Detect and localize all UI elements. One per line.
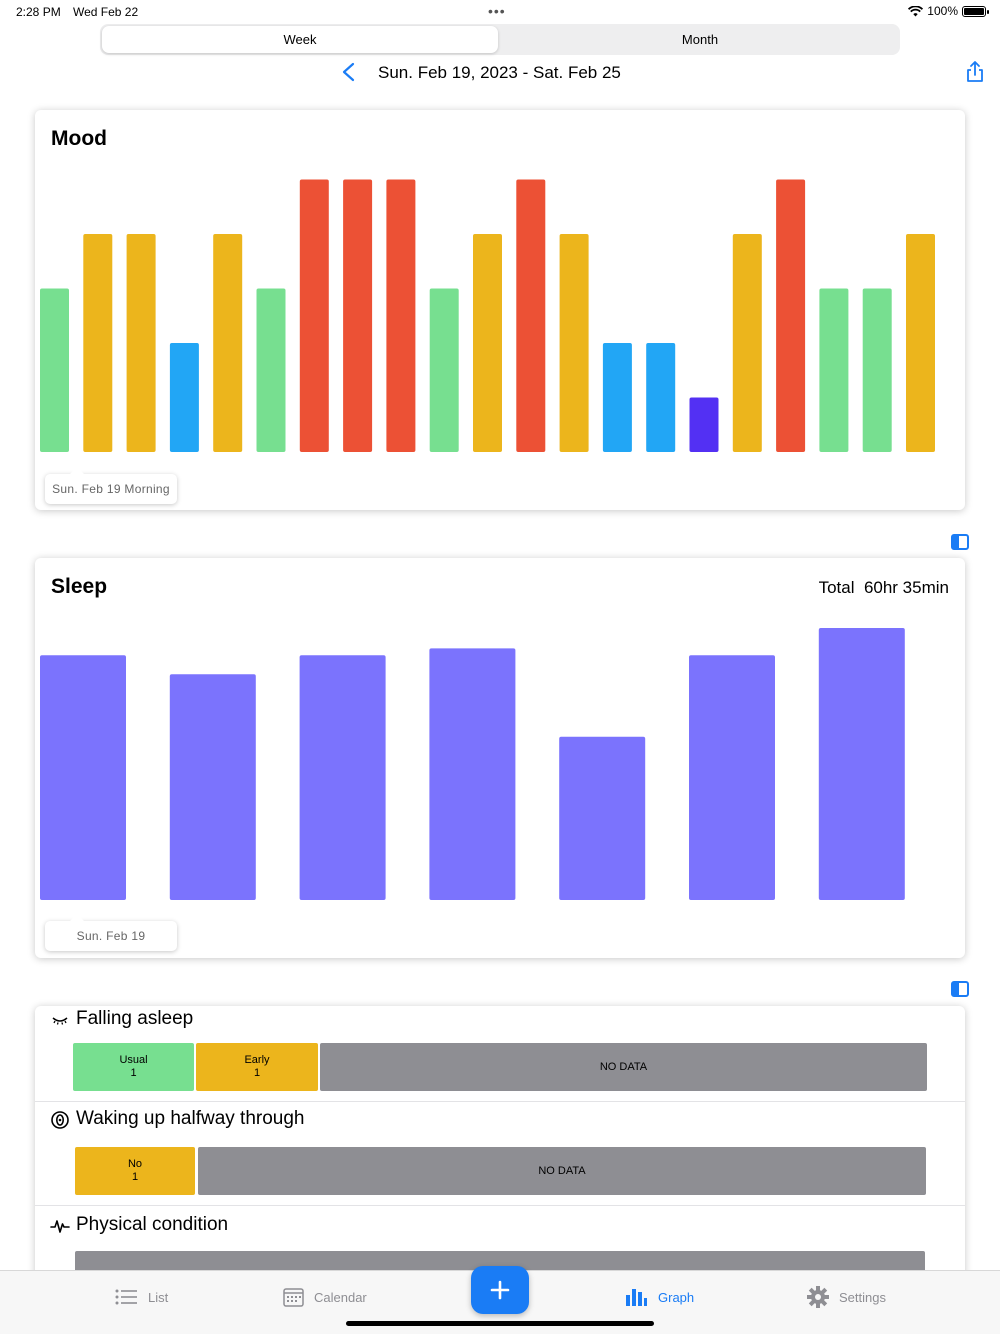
sleep-bar[interactable] — [299, 655, 386, 900]
waking-up-no-segment[interactable]: No 1 — [75, 1147, 195, 1195]
mood-bar[interactable] — [429, 288, 459, 453]
add-entry-button[interactable] — [471, 1266, 529, 1314]
plus-icon — [490, 1280, 510, 1300]
status-bar: 2:28 PM Wed Feb 22 ••• 100% — [0, 0, 1000, 24]
mood-bar[interactable] — [906, 234, 935, 452]
segment-label: NO DATA — [599, 1060, 648, 1073]
sleep-bar[interactable] — [429, 648, 516, 900]
list-icon — [115, 1289, 137, 1305]
tab-settings[interactable]: Settings — [807, 1285, 886, 1309]
tab-list[interactable]: List — [115, 1285, 168, 1309]
sleep-card: Sleep Total 60hr 35min Sun. Feb 19 — [35, 558, 965, 958]
sleep-bar[interactable] — [689, 655, 775, 900]
mood-bar[interactable] — [819, 288, 849, 453]
mood-bar[interactable] — [299, 179, 329, 453]
mood-bar[interactable] — [83, 234, 113, 452]
sleep-bar[interactable] — [818, 628, 905, 900]
sidebar-toggle-icon[interactable] — [951, 981, 969, 997]
mood-bar[interactable] — [473, 234, 502, 452]
waking-up-section: Waking up halfway through No 1 NO DATA — [35, 1102, 965, 1205]
falling-asleep-title: Falling asleep — [76, 1008, 194, 1029]
sleep-total-label: Total — [818, 578, 855, 597]
sleep-bar[interactable] — [40, 655, 126, 900]
battery-icon — [962, 5, 989, 17]
closed-eye-icon — [52, 1017, 68, 1025]
mood-bar[interactable] — [689, 397, 719, 453]
falling-asleep-section: Falling asleep Usual 1 Early 1 NO DATA — [35, 1006, 965, 1101]
mood-chart[interactable] — [35, 110, 965, 510]
gear-icon — [807, 1286, 829, 1308]
falling-asleep-usual-segment[interactable]: Usual 1 — [73, 1043, 194, 1091]
sleep-bar[interactable] — [169, 674, 256, 900]
calendar-icon — [283, 1288, 304, 1307]
period-segmented-control: Week Month — [100, 24, 900, 55]
mood-tooltip: Sun. Feb 19 Morning — [45, 467, 177, 504]
mood-bar[interactable] — [213, 234, 243, 452]
sleep-chart[interactable] — [35, 558, 965, 958]
segment-count: 1 — [131, 1171, 139, 1183]
falling-asleep-early-segment[interactable]: Early 1 — [196, 1043, 318, 1091]
eye-icon — [51, 1111, 69, 1129]
waking-up-title: Waking up halfway through — [76, 1108, 305, 1129]
tab-label: Graph — [658, 1289, 695, 1305]
sleep-total: Total 60hr 35min — [819, 578, 949, 598]
falling-asleep-no-data-segment[interactable]: NO DATA — [320, 1043, 927, 1091]
mood-bar[interactable] — [343, 179, 373, 453]
tab-label: List — [148, 1289, 169, 1305]
status-time: 2:28 PM — [16, 5, 61, 19]
heartbeat-icon — [50, 1220, 70, 1233]
mood-card: Mood Sun. Feb 19 Morning — [35, 110, 965, 510]
status-date: Wed Feb 22 — [73, 5, 139, 19]
mood-bar[interactable] — [862, 288, 892, 453]
tab-graph[interactable]: Graph — [625, 1285, 694, 1309]
battery-percent: 100% — [927, 4, 958, 18]
date-range-label: Sun. Feb 19, 2023 - Sat. Feb 25 — [378, 63, 621, 82]
chevron-left-icon[interactable] — [338, 60, 358, 84]
tab-label: Calendar — [314, 1289, 367, 1305]
mood-bar[interactable] — [646, 343, 676, 452]
sleep-title: Sleep — [51, 575, 108, 598]
graph-icon — [626, 1289, 647, 1306]
mood-bar[interactable] — [516, 179, 546, 453]
mood-bar[interactable] — [169, 343, 199, 452]
sleep-tooltip: Sun. Feb 19 — [45, 914, 177, 951]
mood-bar[interactable] — [40, 288, 69, 453]
multitasking-dots-icon[interactable]: ••• — [488, 3, 506, 19]
share-icon[interactable] — [964, 60, 986, 84]
segment-count: 1 — [253, 1067, 261, 1079]
segment-label: Usual — [119, 1054, 148, 1066]
segment-label: NO DATA — [538, 1164, 586, 1177]
segment-label: No — [127, 1158, 143, 1170]
wifi-icon — [908, 5, 924, 16]
segment-count: 1 — [130, 1067, 137, 1079]
physical-condition-title: Physical condition — [76, 1214, 229, 1235]
mood-bar[interactable] — [732, 234, 762, 452]
mood-bar[interactable] — [126, 234, 156, 452]
home-indicator — [346, 1321, 654, 1326]
sleep-total-value: 60hr 35min — [863, 578, 949, 597]
section-divider — [35, 1101, 965, 1102]
date-navigation: Sun. Feb 19, 2023 - Sat. Feb 25 — [0, 60, 1000, 84]
segment-month[interactable]: Month — [681, 32, 719, 47]
segment-label: Early — [244, 1054, 270, 1066]
mood-bar[interactable] — [386, 179, 416, 453]
tab-calendar[interactable]: Calendar — [283, 1285, 367, 1309]
status-indicators: 100% — [908, 4, 989, 18]
tab-label: Settings — [839, 1289, 886, 1305]
mood-bar[interactable] — [559, 234, 589, 452]
mood-bar[interactable] — [602, 343, 632, 452]
section-divider — [35, 1205, 965, 1206]
mood-title: Mood — [51, 127, 107, 150]
sleep-bar[interactable] — [559, 736, 646, 900]
segment-week[interactable]: Week — [102, 26, 498, 53]
mood-bar[interactable] — [256, 288, 286, 453]
mood-bar[interactable] — [776, 179, 806, 453]
sidebar-toggle-icon[interactable] — [951, 534, 969, 550]
waking-up-no-data-segment[interactable]: NO DATA — [198, 1147, 926, 1195]
